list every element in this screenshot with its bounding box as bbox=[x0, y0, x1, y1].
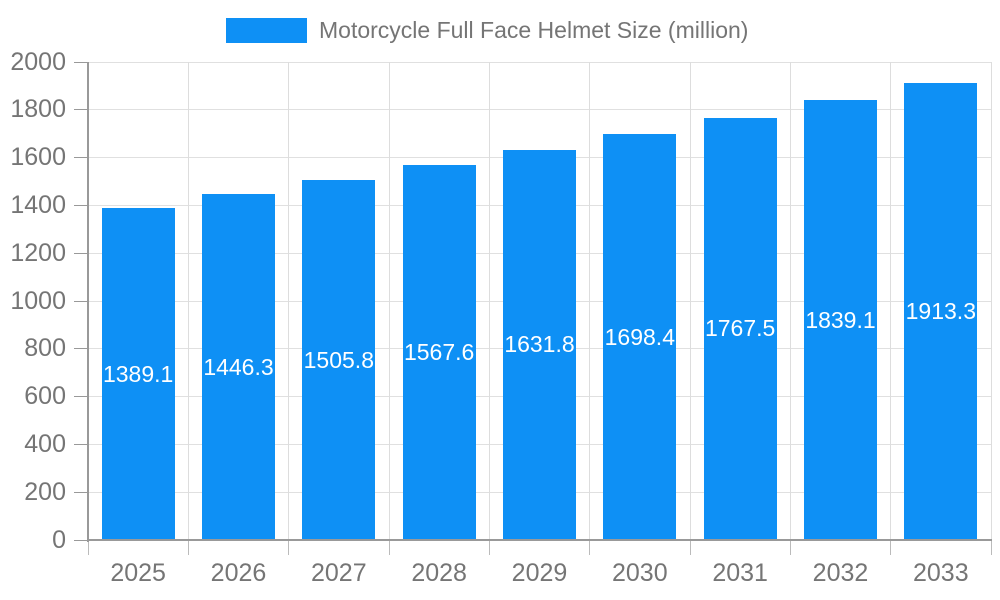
bar-value-label: 1446.3 bbox=[203, 353, 274, 380]
x-axis-tick bbox=[990, 541, 992, 555]
bar bbox=[503, 149, 576, 540]
y-axis-line bbox=[87, 62, 89, 542]
x-axis-tick bbox=[87, 541, 89, 555]
bar-value-label: 1505.8 bbox=[303, 346, 374, 373]
y-axis-label: 1200 bbox=[10, 238, 66, 267]
y-axis-tick bbox=[74, 443, 88, 445]
x-axis-label: 2029 bbox=[511, 559, 568, 587]
bar-value-label: 1839.1 bbox=[805, 306, 876, 333]
grid-line-vertical bbox=[589, 62, 591, 540]
bar-value-label: 1631.8 bbox=[504, 331, 575, 358]
x-axis-label: 2025 bbox=[110, 559, 166, 587]
bar bbox=[101, 208, 175, 540]
legend-item[interactable]: Motorcycle Full Face Helmet Size (millio… bbox=[226, 15, 748, 45]
x-axis-label: 2027 bbox=[311, 559, 367, 587]
x-axis-line bbox=[87, 539, 992, 541]
legend-label: Motorcycle Full Face Helmet Size (millio… bbox=[319, 16, 749, 43]
y-axis-label: 1800 bbox=[10, 95, 66, 124]
x-axis-label: 2026 bbox=[210, 559, 267, 587]
y-axis-label: 1000 bbox=[10, 286, 66, 315]
grid-line-horizontal bbox=[88, 61, 991, 63]
x-axis-tick bbox=[388, 541, 390, 555]
y-axis-tick bbox=[74, 252, 88, 254]
grid-line-vertical bbox=[890, 62, 892, 540]
grid-line-vertical bbox=[488, 62, 490, 540]
x-axis-label: 2028 bbox=[411, 559, 467, 587]
bar bbox=[904, 82, 978, 540]
y-axis-tick bbox=[74, 300, 88, 302]
grid-line-vertical bbox=[388, 62, 390, 540]
grid-line-horizontal bbox=[88, 109, 991, 111]
y-axis-tick bbox=[74, 491, 88, 493]
grid-line-vertical bbox=[789, 62, 791, 540]
y-axis-label: 200 bbox=[24, 477, 66, 506]
grid-line-vertical bbox=[288, 62, 290, 540]
y-axis-tick bbox=[74, 396, 88, 398]
grid-line-vertical bbox=[689, 62, 691, 540]
legend-swatch bbox=[226, 17, 307, 43]
x-axis-tick bbox=[488, 541, 490, 555]
grid-line-vertical bbox=[187, 62, 189, 540]
bar-value-label: 1389.1 bbox=[102, 360, 174, 387]
x-axis-label: 2030 bbox=[612, 559, 668, 587]
y-axis-label: 1400 bbox=[10, 190, 66, 219]
grid-line-vertical bbox=[990, 62, 992, 540]
x-axis-tick bbox=[589, 541, 591, 555]
x-axis-tick bbox=[890, 541, 892, 555]
y-axis-tick bbox=[74, 204, 88, 206]
bar bbox=[804, 100, 877, 540]
bar bbox=[402, 165, 476, 540]
x-axis-label: 2032 bbox=[812, 559, 869, 587]
y-axis-label: 400 bbox=[24, 429, 66, 458]
bar bbox=[703, 117, 777, 540]
y-axis-label: 600 bbox=[24, 382, 66, 411]
y-axis-label: 2000 bbox=[10, 47, 66, 76]
bar bbox=[302, 180, 376, 540]
y-axis-tick bbox=[74, 348, 88, 350]
x-axis-tick bbox=[789, 541, 791, 555]
x-axis-label: 2033 bbox=[913, 559, 969, 587]
y-axis-tick bbox=[74, 157, 88, 159]
bar-value-label: 1698.4 bbox=[604, 323, 675, 350]
x-axis-tick bbox=[689, 541, 691, 555]
x-axis-tick bbox=[187, 541, 189, 555]
x-axis-label: 2031 bbox=[712, 559, 768, 587]
bar-value-label: 1567.6 bbox=[403, 339, 475, 366]
y-axis-label: 800 bbox=[24, 334, 66, 363]
bar-value-label: 1913.3 bbox=[905, 297, 976, 324]
y-axis-label: 1600 bbox=[10, 143, 66, 172]
y-axis-label: 0 bbox=[52, 525, 66, 554]
y-axis-tick bbox=[74, 539, 88, 541]
bar bbox=[603, 134, 677, 540]
y-axis-tick bbox=[74, 61, 88, 63]
y-axis-tick bbox=[74, 109, 88, 111]
bar bbox=[202, 194, 275, 540]
x-axis-tick bbox=[288, 541, 290, 555]
bar-value-label: 1767.5 bbox=[704, 315, 776, 342]
